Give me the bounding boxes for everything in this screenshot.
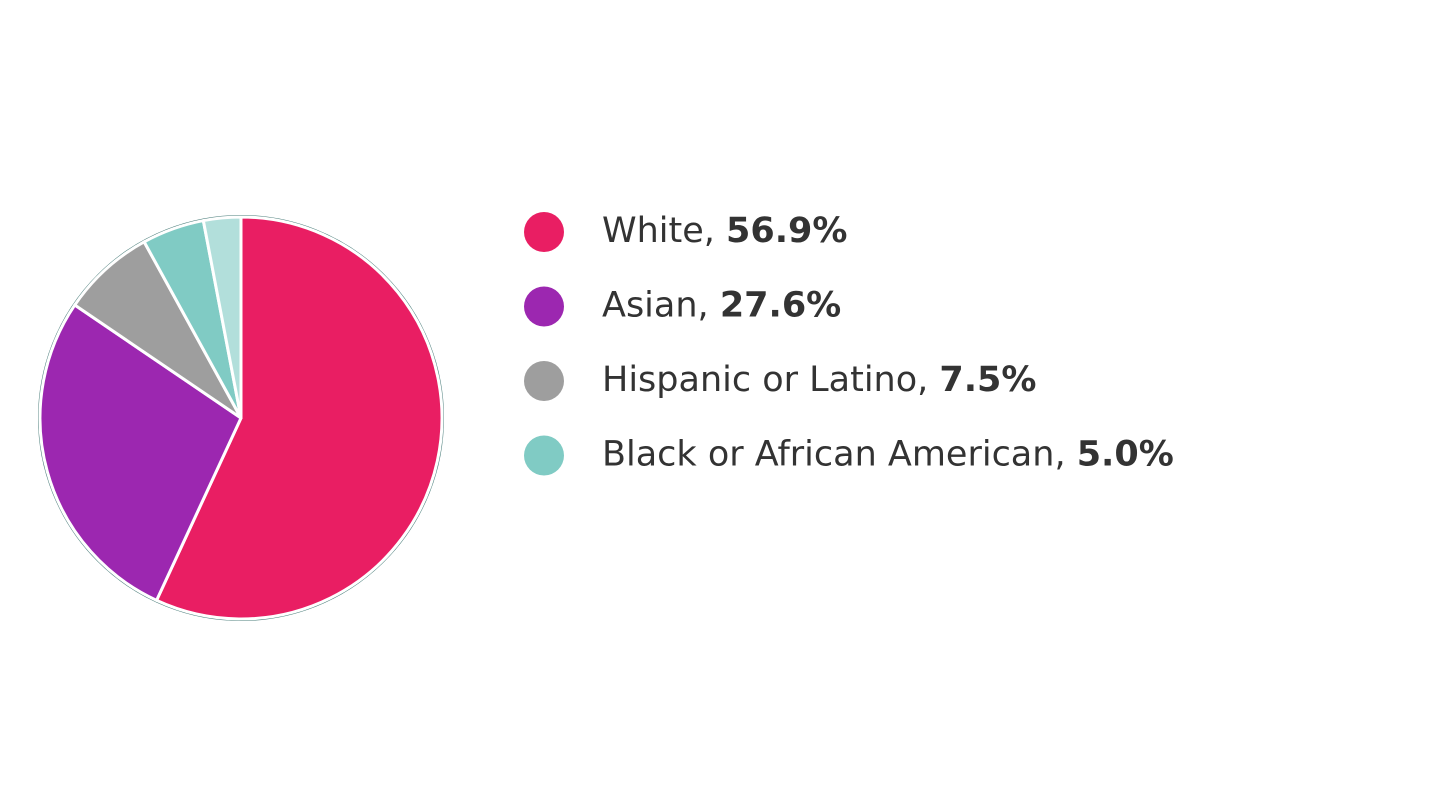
pie-slice	[38, 303, 243, 602]
legend-label: Hispanic or Latino, 7.5%	[602, 360, 1036, 400]
legend-marker	[524, 435, 564, 476]
legend-label: White, 56.9%	[602, 211, 847, 251]
legend-separator: ,	[917, 360, 939, 400]
pie-slice	[201, 215, 243, 420]
pie-slice	[155, 215, 444, 621]
legend-label: Black or African American, 5.0%	[602, 435, 1174, 475]
legend-separator: ,	[704, 211, 726, 251]
legend-category: Black or African American	[602, 435, 1054, 475]
pie-slice	[73, 240, 243, 420]
legend-separator: ,	[1054, 435, 1076, 475]
legend-marker	[524, 286, 564, 327]
legend-category: Hispanic or Latino	[602, 360, 917, 400]
legend-value: 27.6%	[720, 286, 841, 326]
legend-value: 5.0%	[1077, 435, 1174, 475]
legend-value: 7.5%	[939, 360, 1036, 400]
legend-marker	[524, 212, 564, 252]
legend-separator: ,	[698, 286, 720, 326]
legend-value: 56.9%	[726, 211, 847, 251]
legend-label: Asian, 27.6%	[602, 286, 841, 326]
legend-marker	[524, 361, 564, 401]
legend-category: Asian	[602, 286, 698, 326]
legend-category: White	[602, 211, 704, 251]
